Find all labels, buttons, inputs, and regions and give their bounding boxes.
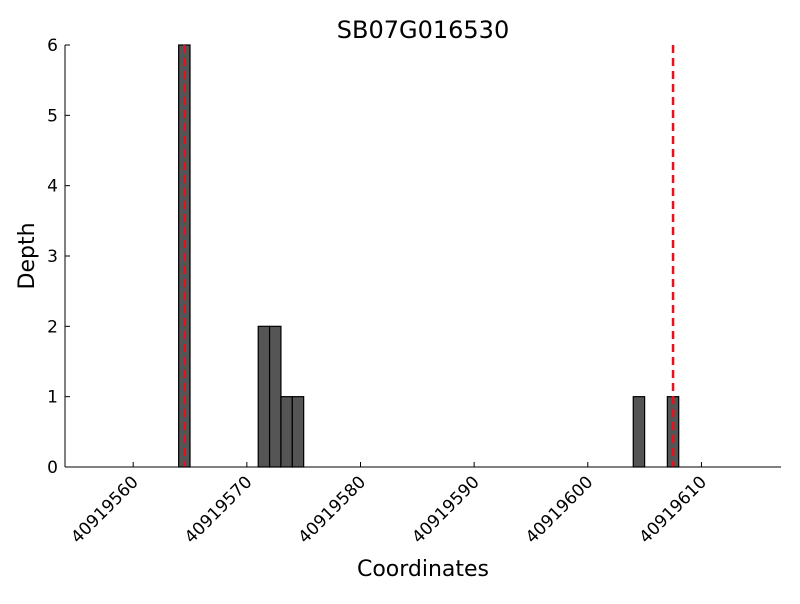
vlines-group (183, 45, 675, 467)
y-tick-label: 1 (47, 388, 58, 408)
bar (280, 396, 293, 468)
y-tick-label: 4 (47, 177, 58, 197)
y-axis-label: Depth (15, 222, 40, 289)
bar (666, 396, 680, 468)
x-tick-label: 40919580 (295, 472, 370, 547)
bars-group (178, 44, 680, 468)
y-tick-label: 0 (47, 458, 58, 478)
x-tick-label: 40919600 (522, 472, 597, 547)
x-tick-label: 40919570 (181, 472, 256, 547)
axes-group: 0 1 2 3 4 5 6 40919560 40919570 40919580 40919590 4… (47, 36, 781, 548)
x-axis-label: Coordinates (357, 557, 489, 582)
chart-title: SB07G016530 (337, 16, 509, 44)
y-tick-label: 2 (47, 317, 58, 337)
y-tick-label: 6 (47, 36, 58, 56)
bar (291, 396, 305, 468)
y-tick-label: 5 (47, 106, 58, 126)
x-tick-label: 40919560 (67, 472, 142, 547)
x-tick-label: 40919590 (408, 472, 483, 547)
y-tick-label: 3 (47, 247, 58, 267)
x-tick-label: 40919610 (636, 472, 711, 547)
bar (632, 396, 646, 468)
bar (257, 325, 271, 468)
bar (268, 325, 282, 468)
